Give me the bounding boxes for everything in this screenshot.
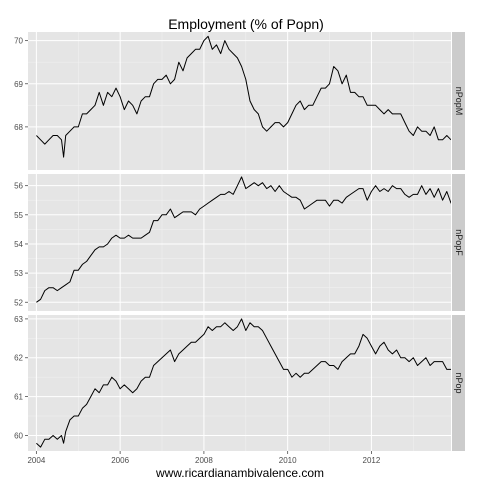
y-tick-label: 52: [14, 298, 23, 307]
x-tick-label: 2006: [111, 456, 129, 465]
x-tick-label: 2010: [279, 456, 297, 465]
panel-nPopM: 68 69 70 nPopM: [14, 32, 465, 170]
y-tick-label: 70: [14, 37, 23, 46]
facet-strip: [452, 174, 465, 311]
x-axis: 2004 2006 2008 2010 2012: [27, 451, 381, 465]
y-tick-label: 54: [14, 240, 23, 249]
x-tick-label: 2004: [27, 456, 45, 465]
facet-strip: [452, 32, 465, 170]
series-line-nPop: [36, 318, 451, 448]
facet-strip-label: nPop: [454, 372, 464, 393]
y-tick-label: 60: [14, 431, 23, 440]
series-line-nPopF: [36, 176, 451, 303]
chart-panels: 68 69 70 nPopM 52 53 54 55 56 nPopF 60 61 62 63 nPop: [14, 32, 465, 451]
y-tick-label: 55: [14, 211, 23, 220]
facet-strip: [452, 315, 465, 451]
panel-nPopF: 52 53 54 55 56 nPopF: [14, 174, 465, 311]
y-tick-label: 69: [14, 80, 23, 89]
panel-background: [28, 32, 451, 170]
panel-background: [28, 315, 451, 451]
y-tick-label: 68: [14, 123, 23, 132]
series-line-nPopM: [36, 35, 451, 158]
y-tick-label: 63: [14, 315, 23, 324]
chart-caption: www.ricardianambivalence.com: [155, 466, 324, 480]
y-tick-label: 62: [14, 354, 23, 363]
y-tick-label: 56: [14, 182, 23, 191]
chart-title: Employment (% of Popn): [168, 16, 324, 32]
panel-background: [28, 174, 451, 311]
panel-nPop: 60 61 62 63 nPop: [14, 315, 465, 451]
facet-strip-label: nPopF: [454, 229, 464, 256]
x-tick-label: 2008: [195, 456, 213, 465]
x-tick-label: 2012: [363, 456, 381, 465]
y-tick-label: 61: [14, 393, 23, 402]
y-tick-label: 53: [14, 269, 23, 278]
facet-strip-label: nPopM: [454, 87, 464, 116]
